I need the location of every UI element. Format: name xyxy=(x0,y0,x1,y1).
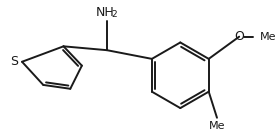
Text: S: S xyxy=(10,55,18,68)
Text: NH: NH xyxy=(96,6,115,19)
Text: O: O xyxy=(234,30,244,43)
Text: Me: Me xyxy=(209,121,225,131)
Text: Me: Me xyxy=(259,32,276,42)
Text: 2: 2 xyxy=(111,10,116,19)
